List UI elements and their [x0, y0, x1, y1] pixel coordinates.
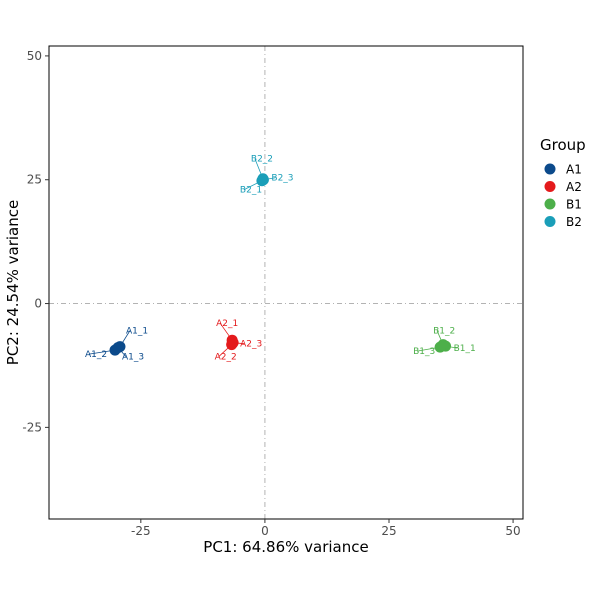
point-label-b1-3: B1_3: [413, 347, 435, 357]
point-label-b2-1: B2_1: [240, 186, 262, 196]
legend: A1 A2 B1 B2: [544, 163, 582, 229]
plot-panel-border: [48, 45, 524, 520]
y-tick-label: 25: [27, 173, 42, 187]
x-tick-label: -25: [131, 524, 151, 538]
y-tick-label: 0: [34, 297, 42, 311]
legend-label-a2: A2: [566, 180, 582, 194]
legend-key-a1: [544, 163, 556, 175]
axis-ticks: -25 0 25 50 -25 0 25 50: [22, 49, 520, 538]
point-label-a1-2: A1_2: [85, 350, 107, 360]
legend-key-b2: [544, 216, 556, 227]
point-label-a2-1: A2_1: [216, 319, 238, 329]
point-label-b1-2: B1_2: [433, 327, 455, 337]
point-label-a2-2: A2_2: [215, 353, 237, 363]
point-label-b1-1: B1_1: [454, 344, 476, 354]
point-label-a1-3: A1_3: [122, 353, 144, 363]
data-point-b1-3: [434, 341, 446, 353]
point-label-a2-3: A2_3: [240, 340, 262, 350]
legend-key-a2: [544, 181, 556, 192]
x-tick-label: 0: [261, 524, 269, 538]
data-point-b2-3: [257, 174, 269, 186]
data-points: [109, 173, 452, 356]
data-point-a1-3: [112, 342, 124, 354]
point-labels: A1_1 A1_2 A1_3 A2_1 A2_2A2_3 B1_1 B1_2 B1_3 B2_1…: [85, 155, 476, 363]
legend-label-b1: B1: [566, 198, 582, 212]
x-tick-label: 50: [505, 524, 520, 538]
x-tick-label: 25: [381, 524, 396, 538]
legend-label-b2: B2: [566, 215, 582, 229]
y-axis-title: PC2: 24.54% variance: [4, 200, 22, 365]
point-label-a1-1: A1_1: [126, 327, 148, 337]
data-point-a2-3: [227, 337, 239, 349]
y-tick-label: -25: [22, 420, 42, 434]
legend-key-b1: [544, 198, 556, 210]
x-axis-title: PC1: 64.86% variance: [203, 538, 368, 556]
legend-label-a1: A1: [566, 163, 582, 177]
legend-title: Group: [540, 136, 586, 154]
point-label-b2-2: B2_2: [251, 155, 273, 165]
y-tick-label: 50: [27, 49, 42, 63]
reference-lines: [49, 46, 523, 519]
point-label-b2-3: B2_3: [271, 174, 293, 184]
